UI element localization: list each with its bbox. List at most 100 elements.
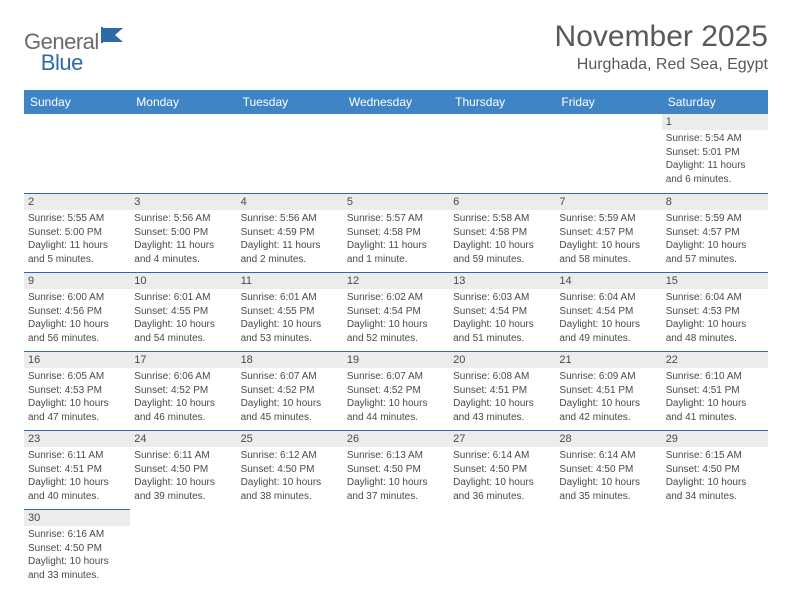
calendar-table: SundayMondayTuesdayWednesdayThursdayFrid… xyxy=(24,90,768,588)
daylight-text: Daylight: 10 hours and 54 minutes. xyxy=(134,318,232,345)
day-number: 30 xyxy=(24,509,130,526)
day-number: 12 xyxy=(343,272,449,289)
calendar-cell: 17Sunrise: 6:06 AMSunset: 4:52 PMDayligh… xyxy=(130,351,236,430)
day-details: Sunrise: 6:04 AMSunset: 4:54 PMDaylight:… xyxy=(555,289,661,349)
sunset-text: Sunset: 4:52 PM xyxy=(241,384,339,398)
calendar-cell: 13Sunrise: 6:03 AMSunset: 4:54 PMDayligh… xyxy=(449,272,555,351)
daylight-text: Daylight: 10 hours and 58 minutes. xyxy=(559,239,657,266)
calendar-cell: 11Sunrise: 6:01 AMSunset: 4:55 PMDayligh… xyxy=(237,272,343,351)
weekday-header: Thursday xyxy=(449,90,555,114)
calendar-week: 9Sunrise: 6:00 AMSunset: 4:56 PMDaylight… xyxy=(24,272,768,351)
logo-text-blue: Blue xyxy=(41,50,83,75)
day-details: Sunrise: 6:07 AMSunset: 4:52 PMDaylight:… xyxy=(343,368,449,428)
daylight-text: Daylight: 10 hours and 39 minutes. xyxy=(134,476,232,503)
sunrise-text: Sunrise: 6:06 AM xyxy=(134,370,232,384)
sunrise-text: Sunrise: 6:10 AM xyxy=(666,370,764,384)
daylight-text: Daylight: 10 hours and 59 minutes. xyxy=(453,239,551,266)
day-details: Sunrise: 5:56 AMSunset: 4:59 PMDaylight:… xyxy=(237,210,343,270)
sunset-text: Sunset: 4:59 PM xyxy=(241,226,339,240)
daylight-text: Daylight: 11 hours and 2 minutes. xyxy=(241,239,339,266)
weekday-header: Monday xyxy=(130,90,236,114)
weekday-header: Saturday xyxy=(662,90,768,114)
day-number: 27 xyxy=(449,430,555,447)
calendar-cell: 27Sunrise: 6:14 AMSunset: 4:50 PMDayligh… xyxy=(449,430,555,509)
sunrise-text: Sunrise: 6:03 AM xyxy=(453,291,551,305)
weekday-header: Sunday xyxy=(24,90,130,114)
calendar-cell: 30 Sunrise: 6:16 AMSunset: 4:50 PMDayligh… xyxy=(24,509,130,588)
day-details: Sunrise: 6:15 AMSunset: 4:50 PMDaylight:… xyxy=(662,447,768,507)
sunrise-text: Sunrise: 5:58 AM xyxy=(453,212,551,226)
day-number: 5 xyxy=(343,193,449,210)
sunrise-text: Sunrise: 6:13 AM xyxy=(347,449,445,463)
day-details: Sunrise: 6:02 AMSunset: 4:54 PMDaylight:… xyxy=(343,289,449,349)
day-details: Sunrise: 5:59 AMSunset: 4:57 PMDaylight:… xyxy=(555,210,661,270)
day-number: 22 xyxy=(662,351,768,368)
sunset-text: Sunset: 4:50 PM xyxy=(559,463,657,477)
sunset-text: Sunset: 4:50 PM xyxy=(28,542,126,556)
calendar-cell: 7Sunrise: 5:59 AMSunset: 4:57 PMDaylight… xyxy=(555,193,661,272)
calendar-cell: 19Sunrise: 6:07 AMSunset: 4:52 PMDayligh… xyxy=(343,351,449,430)
flag-icon xyxy=(101,26,127,49)
sunset-text: Sunset: 4:53 PM xyxy=(28,384,126,398)
calendar-cell xyxy=(343,509,449,588)
sunset-text: Sunset: 4:58 PM xyxy=(453,226,551,240)
sunrise-text: Sunrise: 5:56 AM xyxy=(134,212,232,226)
sunrise-text: Sunrise: 6:12 AM xyxy=(241,449,339,463)
day-number: 10 xyxy=(130,272,236,289)
daylight-text: Daylight: 10 hours and 49 minutes. xyxy=(559,318,657,345)
sunrise-text: Sunrise: 5:57 AM xyxy=(347,212,445,226)
daylight-text: Daylight: 11 hours and 1 minute. xyxy=(347,239,445,266)
page: General November 2025 Hurghada, Red Sea,… xyxy=(0,0,792,598)
day-number: 26 xyxy=(343,430,449,447)
sunset-text: Sunset: 4:55 PM xyxy=(241,305,339,319)
daylight-text: Daylight: 10 hours and 46 minutes. xyxy=(134,397,232,424)
sunset-text: Sunset: 4:50 PM xyxy=(666,463,764,477)
sunrise-text: Sunrise: 5:56 AM xyxy=(241,212,339,226)
day-number: 23 xyxy=(24,430,130,447)
month-title: November 2025 xyxy=(555,20,768,54)
calendar-cell: 2Sunrise: 5:55 AMSunset: 5:00 PMDaylight… xyxy=(24,193,130,272)
sunrise-text: Sunrise: 6:16 AM xyxy=(28,528,126,542)
calendar-cell xyxy=(130,509,236,588)
calendar-cell: 14Sunrise: 6:04 AMSunset: 4:54 PMDayligh… xyxy=(555,272,661,351)
sunrise-text: Sunrise: 6:15 AM xyxy=(666,449,764,463)
weekday-header-row: SundayMondayTuesdayWednesdayThursdayFrid… xyxy=(24,90,768,114)
calendar-cell: 5Sunrise: 5:57 AMSunset: 4:58 PMDaylight… xyxy=(343,193,449,272)
day-number: 16 xyxy=(24,351,130,368)
calendar-cell: 26Sunrise: 6:13 AMSunset: 4:50 PMDayligh… xyxy=(343,430,449,509)
sunrise-text: Sunrise: 6:09 AM xyxy=(559,370,657,384)
calendar-week: 1Sunrise: 5:54 AMSunset: 5:01 PMDaylight… xyxy=(24,114,768,193)
sunrise-text: Sunrise: 5:55 AM xyxy=(28,212,126,226)
calendar-cell xyxy=(555,114,661,193)
day-number: 7 xyxy=(555,193,661,210)
calendar-cell: 20Sunrise: 6:08 AMSunset: 4:51 PMDayligh… xyxy=(449,351,555,430)
daylight-text: Daylight: 10 hours and 53 minutes. xyxy=(241,318,339,345)
day-details: Sunrise: 6:13 AMSunset: 4:50 PMDaylight:… xyxy=(343,447,449,507)
day-details: Sunrise: 6:14 AMSunset: 4:50 PMDaylight:… xyxy=(555,447,661,507)
calendar-cell xyxy=(449,509,555,588)
day-details: Sunrise: 6:08 AMSunset: 4:51 PMDaylight:… xyxy=(449,368,555,428)
sunset-text: Sunset: 4:57 PM xyxy=(559,226,657,240)
daylight-text: Daylight: 10 hours and 35 minutes. xyxy=(559,476,657,503)
day-number: 17 xyxy=(130,351,236,368)
calendar-cell xyxy=(449,114,555,193)
sunrise-text: Sunrise: 6:01 AM xyxy=(241,291,339,305)
day-number: 13 xyxy=(449,272,555,289)
daylight-text: Daylight: 10 hours and 44 minutes. xyxy=(347,397,445,424)
sunset-text: Sunset: 4:53 PM xyxy=(666,305,764,319)
day-number: 8 xyxy=(662,193,768,210)
calendar-cell: 25Sunrise: 6:12 AMSunset: 4:50 PMDayligh… xyxy=(237,430,343,509)
daylight-text: Daylight: 10 hours and 33 minutes. xyxy=(28,555,126,582)
calendar-cell xyxy=(662,509,768,588)
sunset-text: Sunset: 4:51 PM xyxy=(666,384,764,398)
calendar-cell: 29Sunrise: 6:15 AMSunset: 4:50 PMDayligh… xyxy=(662,430,768,509)
day-number: 6 xyxy=(449,193,555,210)
daylight-text: Daylight: 10 hours and 57 minutes. xyxy=(666,239,764,266)
calendar-week: 16Sunrise: 6:05 AMSunset: 4:53 PMDayligh… xyxy=(24,351,768,430)
day-number: 3 xyxy=(130,193,236,210)
sunrise-text: Sunrise: 6:04 AM xyxy=(666,291,764,305)
calendar-cell xyxy=(237,114,343,193)
calendar-week: 30 Sunrise: 6:16 AMSunset: 4:50 PMDayligh… xyxy=(24,509,768,588)
calendar-cell xyxy=(555,509,661,588)
day-number: 4 xyxy=(237,193,343,210)
